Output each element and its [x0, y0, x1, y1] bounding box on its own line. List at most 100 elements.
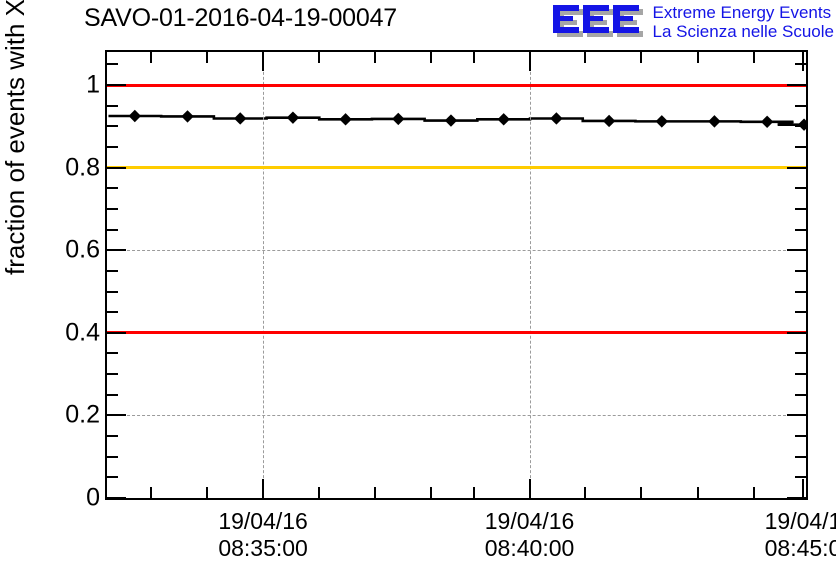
y-axis-tick-major-right	[787, 166, 806, 169]
x-axis-tick-minor	[584, 487, 587, 498]
eee-logo-line-1: Extreme Energy Events	[652, 3, 832, 22]
y-axis-tick-minor-right	[795, 104, 806, 107]
x-axis-tick-label-time: 08:35:00	[218, 535, 308, 561]
y-axis-tick-label: 0.8	[65, 153, 100, 182]
y-axis-tick-minor	[107, 228, 118, 231]
eee-logo-line-2: La Scienza nelle Scuole	[652, 22, 834, 41]
y-axis-tick-minor	[107, 125, 118, 128]
y-axis-tick-minor-right	[795, 145, 806, 148]
x-axis-tick-minor-top	[149, 52, 152, 63]
y-axis-tick-major-right	[787, 414, 806, 417]
y-axis-tick-major-right	[787, 331, 806, 334]
page-title: SAVO-01-2016-04-19-00047	[84, 4, 397, 32]
y-axis-tick-minor	[107, 104, 118, 107]
x-axis-tick-minor-top	[584, 52, 587, 63]
data-point-core	[657, 117, 666, 126]
y-axis-tick-label: 0.2	[65, 400, 100, 429]
x-axis-tick-label-date: 19/04/1	[764, 508, 836, 534]
x-axis-tick-minor-top	[430, 52, 433, 63]
y-axis-title: fraction of events with X2 < 10.0	[0, 0, 31, 275]
y-axis-tick-minor	[107, 393, 118, 396]
x-axis-tick-minor	[472, 487, 475, 498]
y-axis-tick-minor-right	[795, 228, 806, 231]
series-line	[108, 114, 806, 126]
y-axis-tick-minor	[107, 187, 118, 190]
y-axis-tick-major-right	[787, 249, 806, 252]
x-axis-tick-minor	[696, 487, 699, 498]
y-axis-tick-major	[107, 166, 126, 169]
y-axis-tick-minor	[107, 455, 118, 458]
y-axis-tick-minor	[107, 311, 118, 314]
y-axis-tick-minor	[107, 145, 118, 148]
data-point-core	[236, 114, 245, 123]
y-axis-tick-major-right	[787, 84, 806, 87]
x-axis-tick-label: 19/04/16 08:35:00	[218, 508, 308, 562]
y-axis-tick-minor	[107, 269, 118, 272]
y-axis-tick-minor-right	[795, 269, 806, 272]
data-point-core	[710, 117, 719, 126]
y-axis-tick-major	[107, 84, 126, 87]
x-axis-tick-label-time: 08:45:0	[764, 535, 836, 561]
x-axis-tick-label-date: 19/04/16	[218, 508, 308, 534]
x-axis-tick-minor	[317, 487, 320, 498]
x-axis-tick-label: 19/04/16 08:40:00	[485, 508, 575, 562]
x-axis-tick-minor-top	[205, 52, 208, 63]
x-axis-tick-label-time: 08:40:00	[484, 535, 575, 561]
data-point-core	[604, 116, 614, 126]
gridline-horizontal	[107, 250, 806, 252]
data-point-core	[763, 117, 772, 126]
y-axis-tick-minor-right	[795, 476, 806, 479]
y-axis-tick-label: 0	[86, 483, 100, 512]
y-axis-tick-major-right	[787, 497, 806, 499]
y-axis-tick-minor-right	[795, 435, 806, 438]
y-axis-tick-minor-right	[795, 63, 806, 66]
y-axis-tick-minor-right	[795, 455, 806, 458]
y-axis-tick-minor	[107, 435, 118, 438]
y-axis-tick-minor	[107, 290, 118, 293]
x-axis-tick-major	[262, 479, 265, 498]
warning-yellow-threshold	[107, 166, 806, 170]
y-axis-tick-major	[107, 414, 126, 417]
x-axis-tick-major	[801, 479, 804, 498]
x-axis-tick-major	[528, 479, 531, 498]
x-axis-tick-label: 19/04/1 08:45:0	[765, 508, 836, 562]
y-axis-tick-minor	[107, 63, 118, 66]
y-axis-tick-minor-right	[795, 125, 806, 128]
gridline-horizontal	[107, 415, 806, 417]
y-axis-tick-minor-right	[795, 352, 806, 355]
y-axis-tick-minor	[107, 352, 118, 355]
x-axis-tick-minor	[430, 487, 433, 498]
plot-inner	[107, 52, 806, 498]
data-point-core	[446, 116, 456, 125]
x-axis-tick-minor	[373, 487, 376, 498]
plot-frame: 0 0.2 0.4 0.6 0.8 1 19/04/16 08:35:00 19/04/16 08…	[65, 50, 836, 561]
y-axis-tick-minor-right	[795, 393, 806, 396]
y-axis-tick-label: 0.6	[65, 235, 100, 264]
x-axis-tick-major-top	[262, 52, 265, 71]
y-axis-tick-minor-right	[795, 311, 806, 314]
x-axis-tick-label-date: 19/04/16	[484, 508, 575, 534]
y-axis-tick-minor	[107, 373, 118, 376]
gridline-vertical	[529, 52, 531, 498]
x-axis-tick-minor	[205, 487, 208, 498]
x-axis-tick-minor-top	[317, 52, 320, 63]
y-axis-tick-minor-right	[795, 187, 806, 190]
x-axis-tick-major-top	[528, 52, 531, 71]
data-point-core	[288, 113, 298, 122]
y-axis-tick-minor	[107, 476, 118, 479]
data-point-core	[130, 111, 139, 121]
x-axis-tick-minor	[640, 487, 643, 498]
upper-red-threshold	[107, 83, 806, 87]
y-axis-tick-major	[107, 249, 126, 252]
y-axis-tick-minor-right	[795, 207, 806, 210]
y-axis-tick-major	[107, 331, 126, 334]
eee-logo-text: Extreme Energy Events La Scienza nelle S…	[653, 2, 834, 41]
data-point-core	[394, 114, 403, 123]
x-axis-tick-minor-top	[640, 52, 643, 63]
x-axis-tick-minor-top	[696, 52, 699, 63]
data-point-core	[499, 115, 508, 124]
lower-red-threshold	[107, 331, 806, 335]
data-point-core	[552, 114, 561, 123]
y-axis-tick-label: 0.4	[65, 318, 100, 347]
